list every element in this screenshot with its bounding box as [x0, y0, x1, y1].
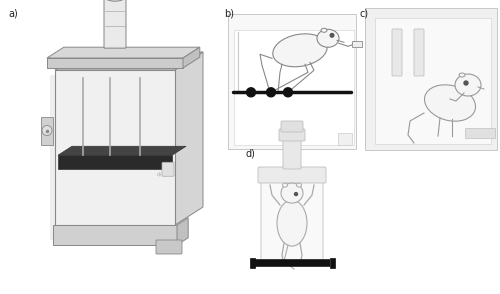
Polygon shape: [183, 47, 200, 68]
Ellipse shape: [281, 183, 303, 203]
Ellipse shape: [317, 29, 339, 47]
FancyBboxPatch shape: [261, 181, 323, 262]
FancyBboxPatch shape: [281, 121, 303, 132]
FancyBboxPatch shape: [58, 155, 172, 169]
Ellipse shape: [105, 0, 125, 1]
Ellipse shape: [455, 74, 481, 96]
Circle shape: [464, 81, 468, 85]
Circle shape: [266, 88, 276, 97]
Text: a): a): [8, 8, 18, 18]
FancyBboxPatch shape: [104, 0, 126, 48]
Polygon shape: [47, 47, 200, 58]
FancyBboxPatch shape: [50, 75, 180, 240]
Polygon shape: [55, 52, 203, 70]
FancyBboxPatch shape: [465, 128, 495, 138]
FancyBboxPatch shape: [352, 41, 362, 47]
Circle shape: [42, 126, 52, 136]
Text: b): b): [224, 8, 234, 18]
Polygon shape: [58, 146, 186, 155]
FancyBboxPatch shape: [162, 162, 174, 176]
FancyBboxPatch shape: [55, 70, 175, 225]
FancyBboxPatch shape: [283, 139, 301, 169]
FancyBboxPatch shape: [234, 30, 354, 145]
Circle shape: [294, 193, 298, 196]
FancyBboxPatch shape: [338, 133, 352, 145]
Ellipse shape: [296, 183, 302, 187]
FancyBboxPatch shape: [250, 258, 255, 268]
Ellipse shape: [459, 73, 465, 77]
FancyBboxPatch shape: [414, 29, 424, 76]
FancyBboxPatch shape: [392, 29, 402, 76]
Ellipse shape: [277, 200, 307, 246]
Polygon shape: [177, 218, 188, 245]
Ellipse shape: [273, 34, 327, 67]
FancyBboxPatch shape: [258, 167, 326, 183]
Ellipse shape: [282, 183, 288, 187]
Circle shape: [246, 88, 256, 97]
FancyBboxPatch shape: [375, 18, 491, 144]
Text: d): d): [245, 148, 255, 158]
FancyBboxPatch shape: [41, 116, 53, 144]
Polygon shape: [175, 52, 203, 225]
Ellipse shape: [321, 28, 327, 32]
Text: d): d): [157, 172, 162, 177]
FancyBboxPatch shape: [279, 129, 305, 141]
Circle shape: [284, 88, 292, 97]
FancyBboxPatch shape: [256, 152, 328, 293]
FancyBboxPatch shape: [365, 8, 497, 150]
FancyBboxPatch shape: [156, 240, 182, 254]
FancyBboxPatch shape: [228, 14, 356, 149]
FancyBboxPatch shape: [330, 258, 335, 268]
Ellipse shape: [424, 85, 476, 121]
Circle shape: [330, 34, 334, 37]
FancyBboxPatch shape: [47, 58, 183, 68]
Text: c): c): [360, 8, 369, 18]
FancyBboxPatch shape: [53, 225, 177, 245]
